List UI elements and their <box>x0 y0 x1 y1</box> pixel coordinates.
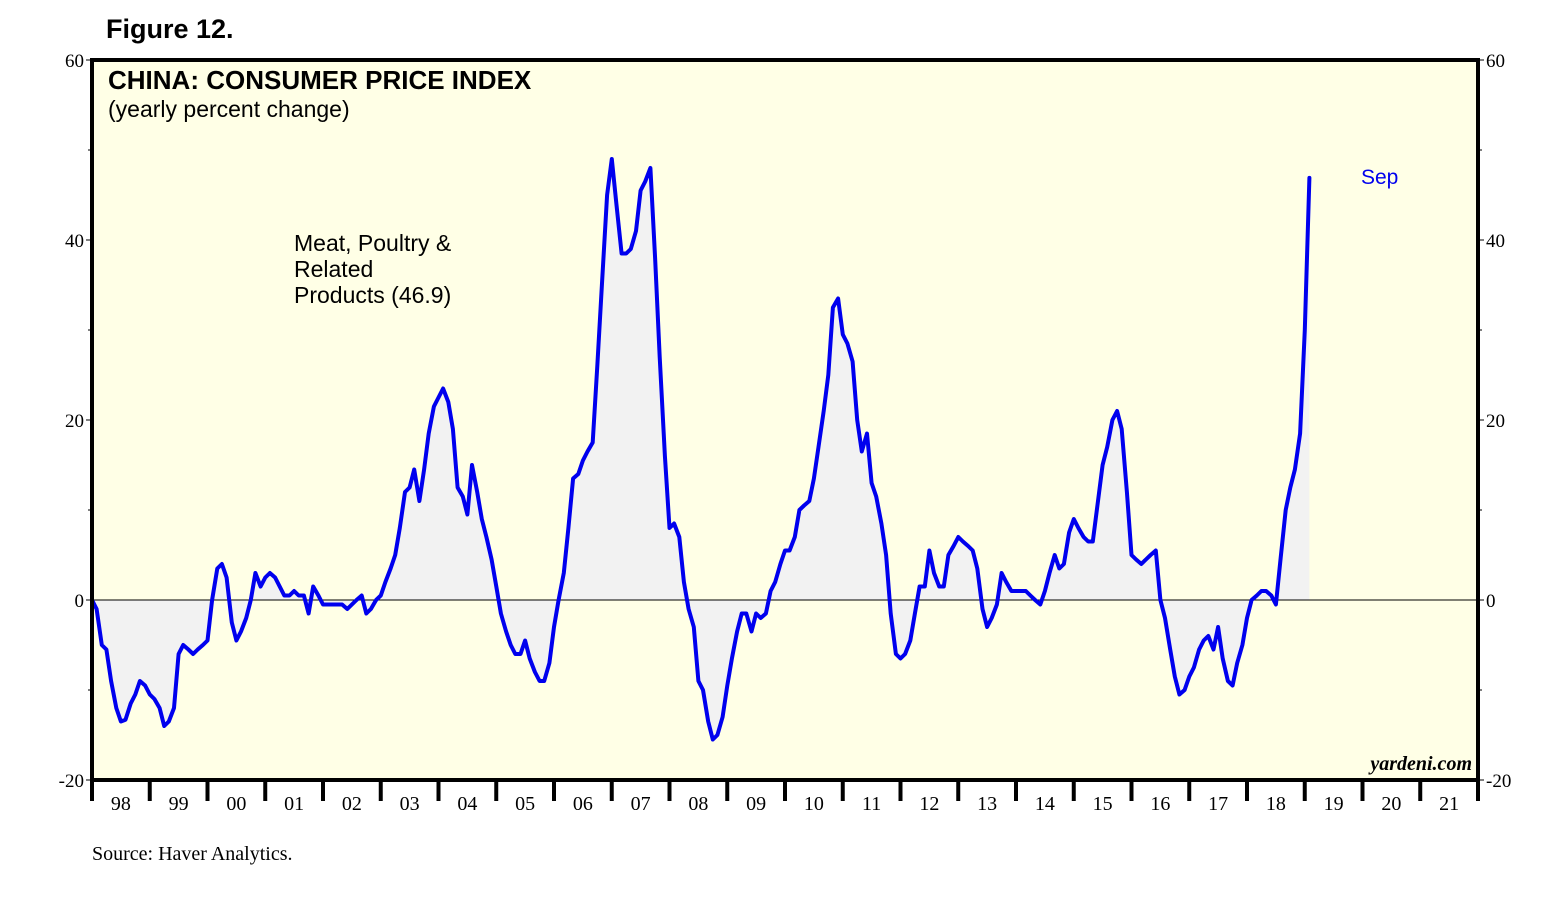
x-tick-label: 01 <box>284 793 304 815</box>
x-tick-label: 18 <box>1266 793 1286 815</box>
y-tick-label-right: 60 <box>1486 51 1505 72</box>
y-tick-label-left: 0 <box>75 591 85 612</box>
series-label-line-1: Meat, Poultry & <box>294 230 451 256</box>
y-tick-label-left: -20 <box>59 771 84 792</box>
y-tick-label-left: 40 <box>65 231 84 252</box>
x-tick-label: 09 <box>746 793 766 815</box>
y-tick-label-right: 20 <box>1486 411 1505 432</box>
chart-title: CHINA: CONSUMER PRICE INDEX <box>108 65 532 95</box>
y-tick-label-right: 40 <box>1486 231 1505 252</box>
watermark: yardeni.com <box>1368 753 1472 775</box>
series-label-line-3: Products (46.9) <box>294 282 451 308</box>
end-label: Sep <box>1361 166 1398 189</box>
x-tick-label: 04 <box>457 793 477 815</box>
x-tick-label: 12 <box>919 793 939 815</box>
chart-subtitle: (yearly percent change) <box>108 96 350 122</box>
series-line <box>90 157 1312 742</box>
x-tick-label: 14 <box>1035 793 1055 815</box>
figure-label: Figure 12. <box>106 14 234 44</box>
x-tick-label: 16 <box>1150 793 1170 815</box>
x-tick-label: 06 <box>573 793 593 815</box>
x-tick-label: 98 <box>111 793 131 815</box>
y-tick-label-right: 0 <box>1486 591 1496 612</box>
x-tick-label: 03 <box>400 793 420 815</box>
series-label-line-2: Related <box>294 256 373 282</box>
source-note: Source: Haver Analytics. <box>92 843 293 865</box>
plot-background <box>92 60 1478 780</box>
y-tick-label-left: 20 <box>65 411 84 432</box>
x-tick-label: 19 <box>1324 793 1344 815</box>
x-tick-label: 08 <box>688 793 708 815</box>
x-tick-label: 17 <box>1208 793 1228 815</box>
series-area-fill <box>92 159 1310 740</box>
x-tick-label: 20 <box>1381 793 1401 815</box>
x-tick-label: 13 <box>977 793 997 815</box>
x-tick-label: 11 <box>862 793 881 815</box>
x-tick-label: 00 <box>226 793 246 815</box>
x-tick-label: 10 <box>804 793 824 815</box>
x-tick-label: 99 <box>169 793 189 815</box>
x-tick-label: 07 <box>631 793 651 815</box>
x-tick-label: 21 <box>1439 793 1459 815</box>
x-tick-label: 02 <box>342 793 362 815</box>
x-tick-label: 05 <box>515 793 535 815</box>
x-tick-label: 15 <box>1093 793 1113 815</box>
y-tick-label-left: 60 <box>65 51 84 72</box>
y-tick-label-right: -20 <box>1486 771 1511 792</box>
